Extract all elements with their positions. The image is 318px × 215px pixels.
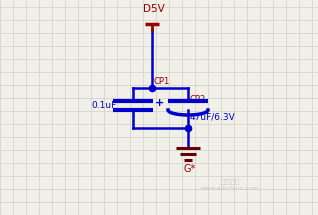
Text: 电子发烧家
www.elecfans.com: 电子发烧家 www.elecfans.com [201,179,259,191]
Text: 0.1uF: 0.1uF [91,100,116,109]
Text: +: + [155,98,164,108]
Text: CP1: CP1 [153,77,169,86]
Text: CP2: CP2 [190,95,206,104]
Text: G*: G* [184,164,196,174]
Text: D5V: D5V [143,4,165,14]
Text: 47uF/6.3V: 47uF/6.3V [190,113,236,122]
